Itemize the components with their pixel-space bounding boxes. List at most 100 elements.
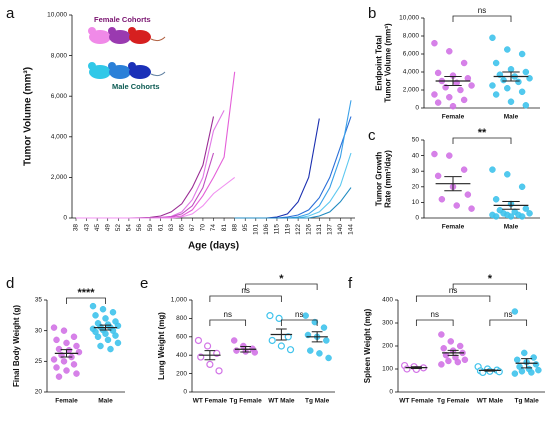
y-tick-label: 1,000 <box>171 297 188 304</box>
y-axis-label: Spleen Weight (mg) <box>363 308 372 383</box>
data-point <box>431 39 438 47</box>
error-bar <box>502 71 520 82</box>
data-point <box>320 324 328 331</box>
series-line <box>76 116 215 219</box>
x-tick-label: 144 <box>348 224 355 235</box>
data-point <box>73 370 80 377</box>
y-tick-label: 4,000 <box>403 69 420 76</box>
y-tick-label: 200 <box>382 343 393 350</box>
data-point <box>403 365 411 373</box>
y-tick-label: 400 <box>176 352 187 359</box>
x-tick-label: 122 <box>295 224 302 235</box>
significance-label: * <box>279 273 284 285</box>
x-tick-label: 61 <box>157 224 164 232</box>
data-point <box>468 205 475 212</box>
y-tick-label: 300 <box>382 320 393 327</box>
data-point <box>323 337 330 344</box>
data-point <box>513 356 521 364</box>
data-point <box>464 191 472 198</box>
data-point <box>60 358 68 365</box>
data-point <box>286 346 295 354</box>
panel-letter: f <box>348 275 353 292</box>
data-point <box>449 102 457 110</box>
significance-bracket <box>452 15 512 22</box>
data-point <box>500 76 507 84</box>
data-point <box>457 86 464 94</box>
data-point <box>440 345 447 352</box>
data-point <box>454 358 462 366</box>
data-point <box>504 171 511 178</box>
data-point <box>325 354 332 362</box>
data-point <box>89 302 97 310</box>
significance-bracket <box>489 319 528 326</box>
data-point <box>446 152 453 159</box>
x-tick-label: WT Female <box>193 398 228 405</box>
x-tick-label: 101 <box>253 224 260 235</box>
data-point <box>194 336 203 345</box>
error-bar <box>276 328 287 341</box>
x-tick-label: 70 <box>200 224 207 232</box>
significance-label: ns <box>504 310 512 319</box>
significance-label: ns <box>295 310 303 319</box>
x-tick-label: Female <box>442 224 465 231</box>
data-point <box>215 367 223 375</box>
y-tick-label: 8,000 <box>403 33 420 40</box>
error-bar <box>410 366 422 370</box>
error-bar <box>99 324 112 331</box>
data-point <box>518 88 526 96</box>
data-point <box>528 369 535 376</box>
data-point <box>102 330 109 337</box>
error-bar <box>204 350 216 361</box>
x-tick-label: 49 <box>104 224 111 232</box>
male-mice-icon <box>88 62 166 79</box>
data-point <box>268 336 276 345</box>
data-point <box>518 368 526 375</box>
data-point <box>507 98 515 105</box>
data-point <box>316 350 323 357</box>
data-point <box>445 357 452 365</box>
x-tick-label: 65 <box>178 224 185 232</box>
x-tick-label: Female <box>55 398 78 405</box>
y-tick-label: 0 <box>415 105 419 112</box>
data-point <box>97 342 104 350</box>
error-bar <box>311 331 323 343</box>
y-tick-label: 30 <box>35 327 43 334</box>
data-point <box>460 96 468 104</box>
significance-bracket <box>415 319 454 326</box>
error-bar <box>447 349 459 356</box>
panel-letter: b <box>368 5 376 22</box>
x-tick-label: Male <box>504 114 519 121</box>
y-axis-label: Tumor Volume (mm³) <box>384 23 393 103</box>
female-mice-icon <box>88 27 166 44</box>
y-axis-label: Tumor Growth <box>375 152 384 207</box>
data-point <box>518 50 526 58</box>
data-point <box>50 356 58 363</box>
x-tick-label: 115 <box>274 224 281 235</box>
data-point <box>504 84 511 92</box>
data-point <box>507 66 515 73</box>
data-point <box>446 93 453 101</box>
data-point <box>456 342 464 350</box>
series-line <box>234 100 352 219</box>
data-point <box>112 332 119 339</box>
data-point <box>55 373 63 380</box>
data-point <box>251 349 259 356</box>
x-axis-label: Age (days) <box>188 241 239 252</box>
panel-letter: a <box>6 5 15 22</box>
data-point <box>230 337 238 344</box>
data-point <box>492 59 500 67</box>
data-point <box>70 361 78 368</box>
error-bar <box>502 200 520 210</box>
series-line <box>234 187 352 219</box>
data-point <box>489 82 496 89</box>
data-point <box>438 361 445 368</box>
data-point <box>63 367 70 374</box>
data-point <box>438 196 446 203</box>
y-axis-label: Lung Weight (mg) <box>157 312 166 380</box>
y-tick-label: 25 <box>35 358 43 365</box>
y-tick-label: 10,000 <box>47 12 67 19</box>
significance-label: **** <box>77 287 95 299</box>
y-tick-label: 100 <box>382 366 393 373</box>
y-tick-label: 2,000 <box>51 174 68 181</box>
data-point <box>492 213 500 220</box>
